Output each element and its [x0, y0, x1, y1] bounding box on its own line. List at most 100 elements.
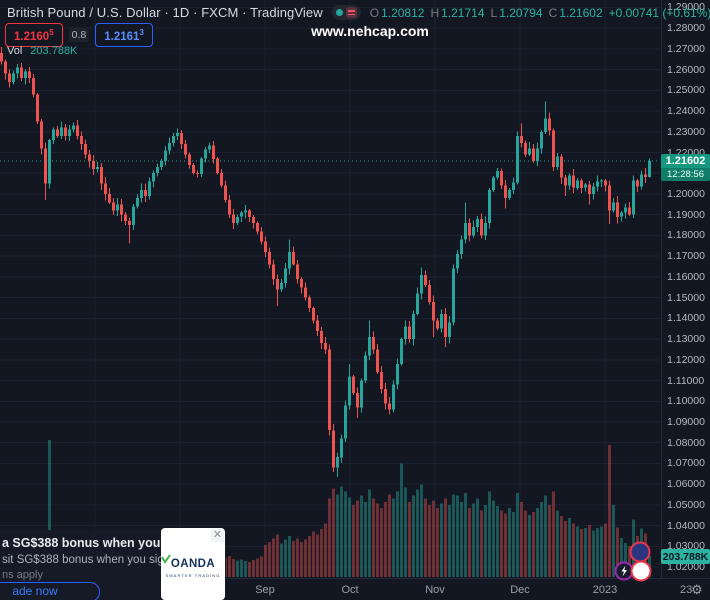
candle-body	[228, 200, 231, 215]
candle-body	[108, 194, 111, 203]
price-tick-label: 1.07000	[667, 457, 705, 470]
candle-body	[164, 150, 167, 161]
candle-body	[280, 283, 283, 290]
candle-body	[540, 131, 543, 149]
volume-bar	[544, 495, 547, 577]
volume-legend: Vol 203.788K	[7, 45, 77, 57]
candle-body	[212, 145, 215, 159]
last-price-value: 1.21602	[665, 155, 706, 167]
candle-body	[48, 140, 51, 184]
candle-body	[504, 185, 507, 199]
volume-bar	[512, 512, 515, 577]
candle-body	[648, 160, 651, 178]
volume-bar	[332, 488, 335, 577]
volume-bar	[452, 494, 455, 577]
clock-partial-label: 23	[680, 584, 693, 596]
volume-bar	[272, 538, 275, 577]
candle-body	[548, 118, 551, 131]
volume-bar	[248, 562, 251, 577]
candle-body	[320, 330, 323, 344]
volume-bar	[244, 561, 247, 577]
volume-bar	[312, 531, 315, 577]
candle-body	[536, 148, 539, 161]
volume-bar	[328, 498, 331, 577]
candle-body	[252, 216, 255, 223]
close-value: 1.21602	[559, 5, 603, 20]
price-axis[interactable]: 1.29000 1.28000 1.27000 1.26000 1.25000 1.240…	[661, 0, 710, 578]
time-axis[interactable]: 23 ⚙ Sep Oct Nov Dec 2023	[0, 578, 710, 600]
candle-body	[24, 71, 27, 78]
candle-body	[384, 388, 387, 404]
volume-bar	[276, 534, 279, 577]
candle-body	[332, 430, 335, 468]
volume-bar	[288, 535, 291, 577]
volume-bar	[476, 498, 479, 577]
candle-body	[16, 67, 19, 74]
volume-bar	[336, 494, 339, 577]
ad-close-icon[interactable]: ✕	[211, 529, 224, 542]
site-watermark: www.nehcap.com	[311, 23, 429, 39]
candle-body	[288, 252, 291, 269]
volume-bar	[268, 542, 271, 577]
candle-body	[116, 204, 119, 211]
ad-cta-button[interactable]: ade now	[0, 582, 100, 600]
volume-bar	[468, 508, 471, 577]
volume-bar	[396, 491, 399, 577]
market-open-dot-icon	[335, 9, 343, 16]
candle-body	[612, 202, 615, 211]
candle-body	[220, 173, 223, 186]
price-tick-label: 1.26000	[667, 63, 705, 76]
candle-body	[112, 202, 115, 211]
candle-body	[148, 181, 151, 196]
candle-body	[584, 184, 587, 188]
candle-body	[512, 182, 515, 190]
volume-bar	[376, 503, 379, 577]
candle-body	[284, 268, 287, 284]
candle-body	[4, 61, 7, 74]
candle-body	[84, 144, 87, 155]
volume-bar	[572, 523, 575, 577]
candle-body	[596, 181, 599, 187]
candle-body	[344, 405, 347, 439]
volume-bar	[48, 440, 51, 577]
candle-body	[460, 239, 463, 255]
price-tick-label: 1.06000	[667, 478, 705, 491]
high-value: 1.21714	[441, 5, 485, 20]
uk-flag-icon	[629, 541, 651, 563]
candle-body	[176, 132, 179, 136]
price-tick-label: 1.04000	[667, 519, 705, 532]
sell-price: 1.2160	[14, 30, 50, 43]
market-status-pill[interactable]	[331, 5, 361, 20]
price-tick-label: 1.11000	[667, 374, 705, 387]
volume-bar	[432, 500, 435, 577]
candle-body	[432, 301, 435, 321]
volume-bar	[496, 505, 499, 577]
sell-button[interactable]: 1.21605	[5, 23, 63, 47]
candle-body	[388, 403, 391, 410]
price-tick-label: 1.27000	[667, 42, 705, 55]
volume-bar	[372, 498, 375, 577]
candle-body	[316, 320, 319, 331]
candle-body	[40, 121, 43, 149]
price-tick-label: 1.08000	[667, 436, 705, 449]
news-icon	[345, 7, 357, 18]
candle-body	[304, 287, 307, 298]
volume-bar	[580, 529, 583, 577]
candle-body	[208, 145, 211, 150]
candle-body	[328, 349, 331, 431]
volume-bar	[568, 517, 571, 577]
candle-body	[436, 320, 439, 329]
volume-bar	[348, 497, 351, 577]
candle-body	[352, 376, 355, 393]
volume-bar	[388, 494, 391, 577]
candle-body	[312, 308, 315, 321]
candle-body	[440, 314, 443, 329]
gear-icon[interactable]: ⚙	[691, 582, 703, 597]
buy-button[interactable]: 1.21613	[95, 23, 153, 47]
volume-bar	[380, 508, 383, 577]
candle-body	[424, 274, 427, 286]
symbol-title[interactable]: British Pound / U.S. Dollar · 1D · FXCM …	[7, 5, 323, 20]
change-value: +0.00741 (+0.61%)	[608, 5, 710, 20]
candle-body	[580, 180, 583, 188]
